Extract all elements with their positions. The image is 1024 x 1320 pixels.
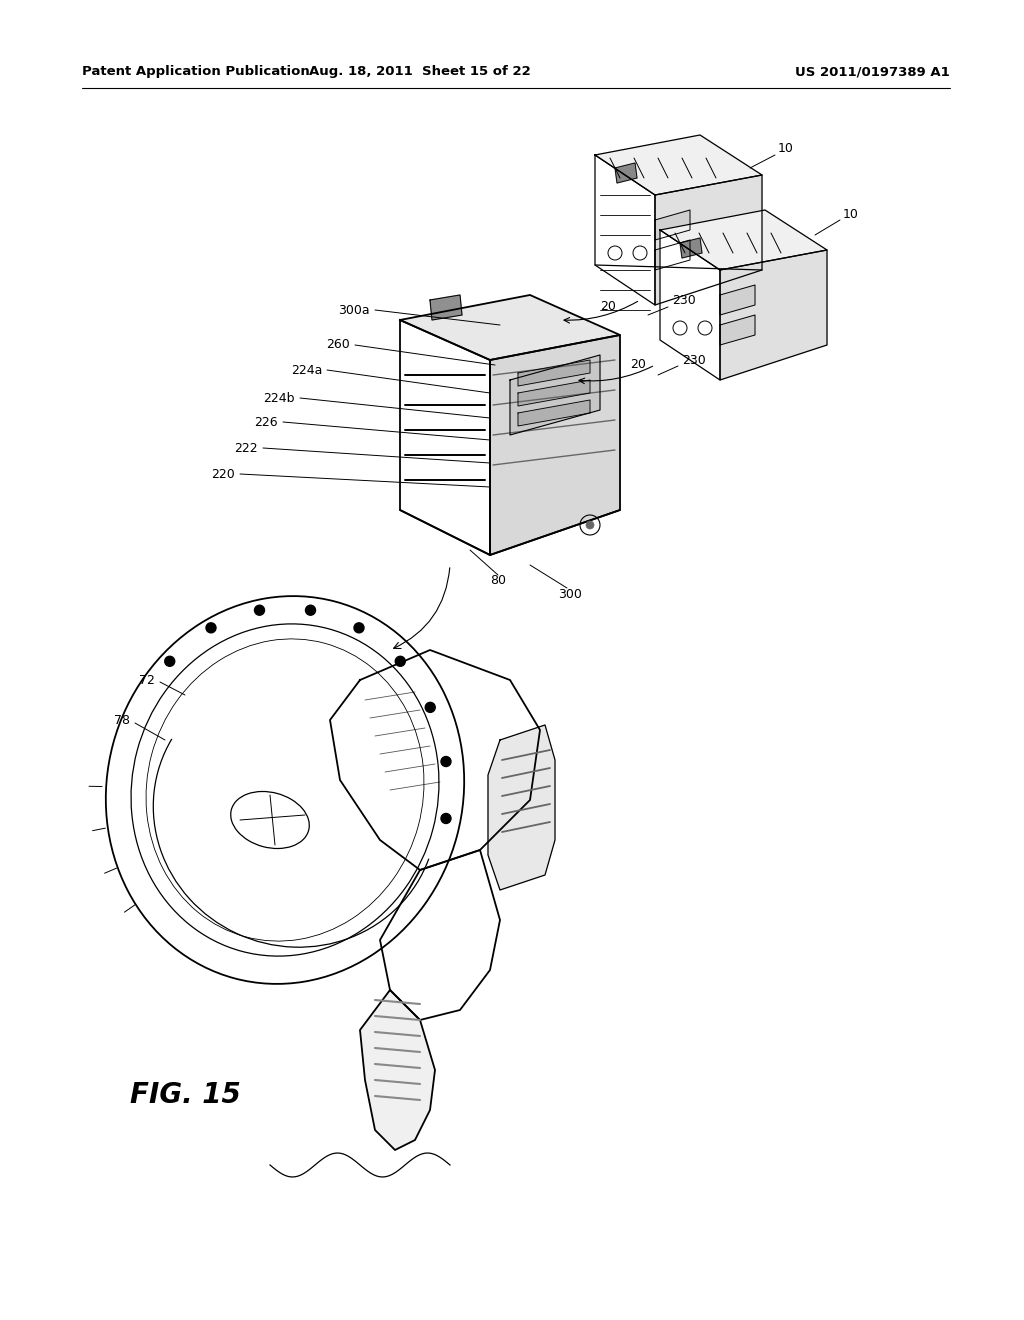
Text: US 2011/0197389 A1: US 2011/0197389 A1 [796,66,950,78]
Text: 222: 222 [234,441,258,454]
Polygon shape [595,154,655,305]
Polygon shape [380,850,500,1020]
Polygon shape [595,135,762,195]
Polygon shape [400,294,620,360]
Text: 226: 226 [254,416,278,429]
Polygon shape [518,380,590,407]
Polygon shape [518,360,590,385]
Polygon shape [720,285,755,315]
FancyArrowPatch shape [393,568,450,648]
Text: 10: 10 [778,141,794,154]
Circle shape [354,623,364,632]
Polygon shape [430,294,462,319]
Polygon shape [615,162,637,183]
Polygon shape [655,176,762,305]
Text: 300a: 300a [338,304,370,317]
Text: Aug. 18, 2011  Sheet 15 of 22: Aug. 18, 2011 Sheet 15 of 22 [309,66,530,78]
Circle shape [441,813,451,824]
Text: 20: 20 [630,359,646,371]
Polygon shape [655,210,690,240]
Polygon shape [660,230,720,380]
Text: 230: 230 [682,354,706,367]
Polygon shape [720,315,755,345]
FancyArrowPatch shape [579,366,652,384]
Text: 260: 260 [327,338,350,351]
Polygon shape [510,355,600,436]
Circle shape [206,623,216,632]
Text: 78: 78 [114,714,130,726]
Polygon shape [518,400,590,426]
Text: 20: 20 [600,301,615,314]
Circle shape [586,521,594,529]
Circle shape [165,656,175,667]
Polygon shape [490,335,620,554]
Text: FIG. 15: FIG. 15 [130,1081,241,1109]
Polygon shape [400,319,490,554]
Text: 10: 10 [843,209,859,222]
Polygon shape [720,249,827,380]
Polygon shape [660,210,827,271]
Text: 300: 300 [558,589,582,602]
Polygon shape [360,990,435,1150]
Text: Patent Application Publication: Patent Application Publication [82,66,309,78]
Circle shape [305,605,315,615]
Polygon shape [680,238,702,257]
Text: 72: 72 [139,673,155,686]
Polygon shape [488,725,555,890]
Circle shape [395,656,406,667]
Text: 80: 80 [490,573,506,586]
Circle shape [255,605,264,615]
Text: 230: 230 [672,293,695,306]
Text: 220: 220 [211,467,234,480]
FancyArrowPatch shape [564,301,638,323]
Polygon shape [655,240,690,271]
Text: 224a: 224a [291,363,322,376]
Text: 224b: 224b [263,392,295,404]
Circle shape [441,756,451,767]
Circle shape [425,702,435,713]
Polygon shape [330,649,540,870]
